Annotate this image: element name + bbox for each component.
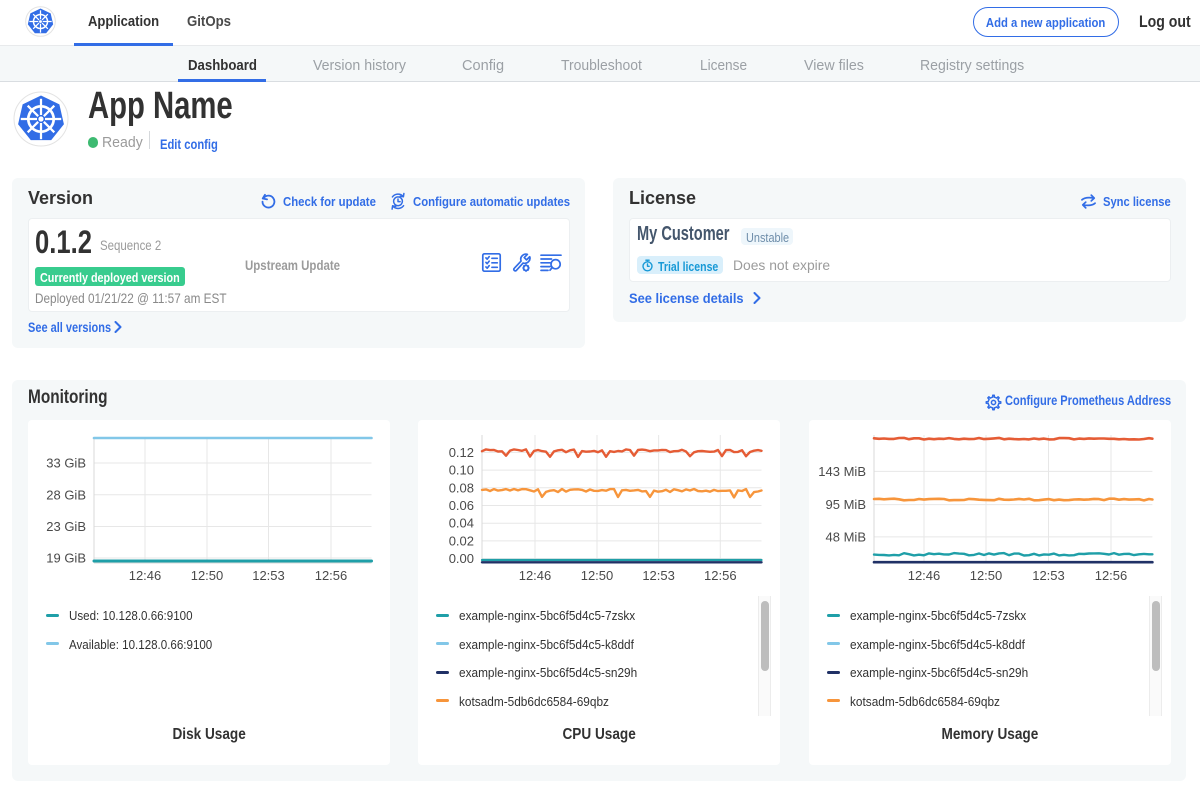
svg-text:48 MiB: 48 MiB (826, 529, 866, 544)
svg-text:0.10: 0.10 (449, 463, 474, 478)
svg-text:28 GiB: 28 GiB (46, 487, 86, 502)
svg-text:12:56: 12:56 (1095, 568, 1128, 583)
svg-text:143 MiB: 143 MiB (818, 464, 866, 479)
svg-text:12:53: 12:53 (642, 568, 675, 583)
svg-text:0.06: 0.06 (449, 498, 474, 513)
svg-text:0.12: 0.12 (449, 445, 474, 460)
svg-text:0.04: 0.04 (449, 516, 474, 531)
svg-text:12:46: 12:46 (129, 568, 162, 583)
svg-text:12:56: 12:56 (704, 568, 737, 583)
svg-text:12:53: 12:53 (1032, 568, 1065, 583)
svg-text:23 GiB: 23 GiB (46, 519, 86, 534)
svg-text:0.08: 0.08 (449, 480, 474, 495)
svg-text:12:50: 12:50 (970, 568, 1003, 583)
svg-text:0.00: 0.00 (449, 551, 474, 566)
svg-text:12:53: 12:53 (252, 568, 285, 583)
svg-text:12:50: 12:50 (191, 568, 224, 583)
svg-text:12:46: 12:46 (908, 568, 941, 583)
svg-text:19 GiB: 19 GiB (46, 551, 86, 566)
svg-text:0.02: 0.02 (449, 533, 474, 548)
svg-text:12:46: 12:46 (519, 568, 552, 583)
svg-text:12:50: 12:50 (581, 568, 614, 583)
svg-text:95 MiB: 95 MiB (826, 497, 866, 512)
svg-text:12:56: 12:56 (315, 568, 348, 583)
svg-text:33 GiB: 33 GiB (46, 456, 86, 471)
